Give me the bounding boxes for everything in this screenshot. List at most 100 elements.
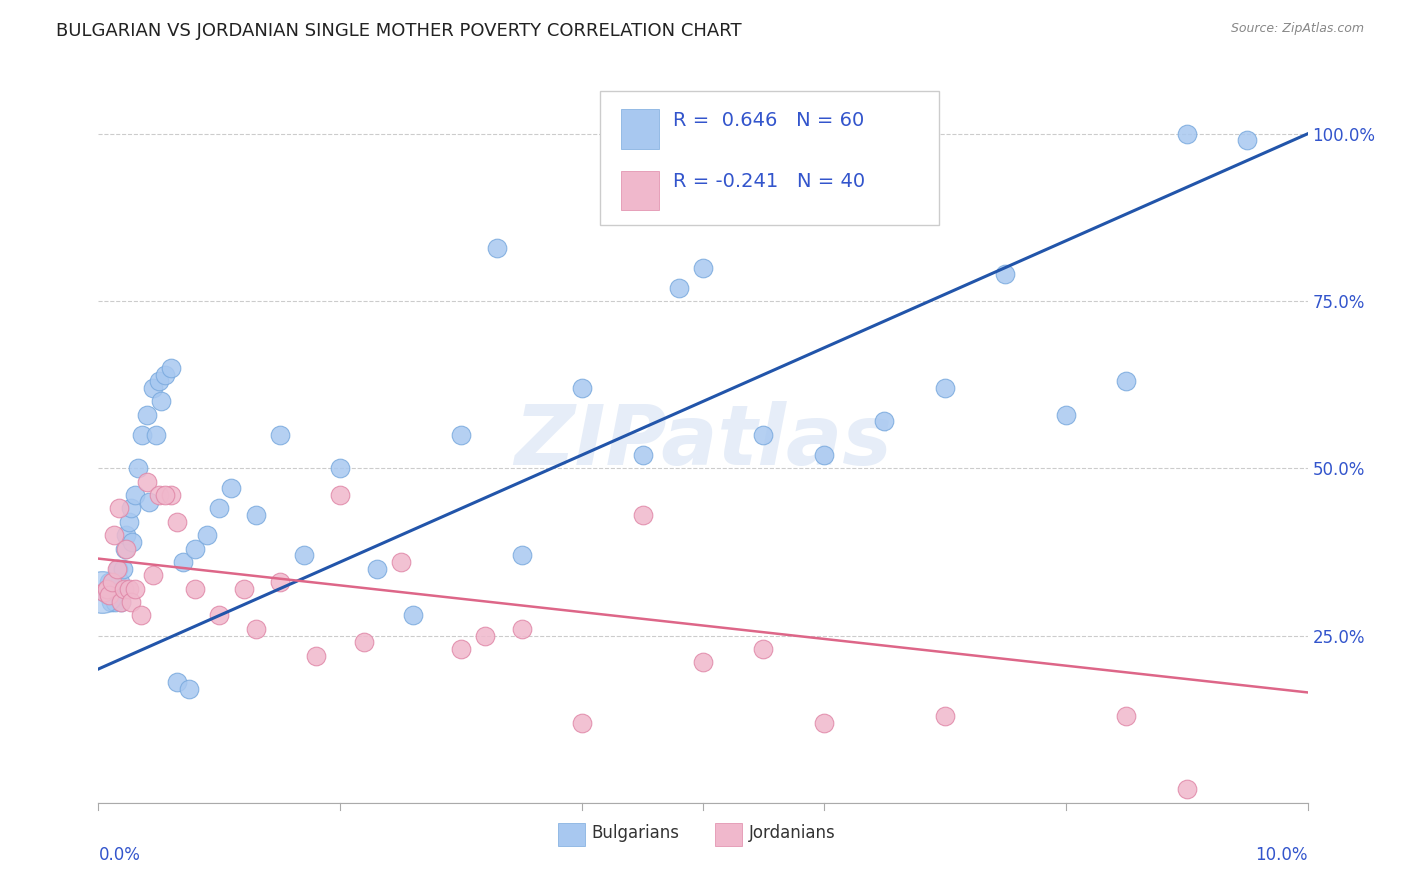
Point: [107, 562, 129, 576]
Point: [934, 381, 956, 395]
Point: [994, 268, 1017, 282]
Point: [93, 585, 115, 599]
Point: [474, 628, 496, 642]
Point: [208, 501, 231, 516]
Point: [631, 508, 654, 523]
Point: [752, 427, 775, 442]
Point: [172, 555, 194, 569]
Point: [142, 381, 165, 395]
FancyBboxPatch shape: [621, 109, 659, 149]
Point: [1236, 134, 1258, 148]
Point: [292, 548, 315, 563]
Point: [571, 381, 593, 395]
Point: [166, 675, 188, 690]
Text: R = -0.241   N = 40: R = -0.241 N = 40: [672, 172, 865, 191]
Point: [100, 585, 122, 599]
Point: [571, 715, 593, 730]
Point: [98, 589, 121, 603]
Point: [115, 528, 138, 542]
Point: [1115, 708, 1137, 723]
Point: [160, 488, 183, 502]
FancyBboxPatch shape: [600, 91, 939, 225]
Point: [121, 534, 143, 549]
Point: [179, 681, 201, 696]
Point: [1175, 127, 1198, 141]
Point: [813, 448, 835, 462]
Point: [98, 575, 121, 590]
Point: [813, 715, 835, 730]
Point: [101, 582, 124, 596]
Point: [93, 585, 115, 599]
Point: [115, 541, 138, 556]
Point: [184, 541, 207, 556]
Point: [668, 281, 690, 295]
Point: [305, 648, 328, 663]
Point: [510, 622, 533, 636]
Point: [245, 508, 267, 523]
Point: [135, 475, 157, 489]
Point: [103, 528, 125, 542]
Point: [131, 427, 153, 442]
Text: Jordanians: Jordanians: [749, 824, 835, 842]
Point: [1115, 375, 1137, 389]
Point: [104, 595, 127, 609]
Text: 10.0%: 10.0%: [1256, 847, 1308, 864]
FancyBboxPatch shape: [716, 823, 742, 847]
Point: [138, 494, 160, 508]
Point: [105, 562, 128, 576]
Text: Source: ZipAtlas.com: Source: ZipAtlas.com: [1230, 22, 1364, 36]
FancyBboxPatch shape: [621, 170, 659, 211]
Point: [145, 427, 167, 442]
Point: [245, 622, 267, 636]
Point: [153, 488, 176, 502]
Point: [108, 575, 131, 590]
Point: [150, 394, 173, 409]
Point: [934, 708, 956, 723]
Point: [103, 589, 125, 603]
FancyBboxPatch shape: [558, 823, 585, 847]
Point: [148, 375, 170, 389]
Point: [110, 595, 132, 609]
Point: [135, 408, 157, 422]
Point: [269, 427, 291, 442]
Point: [269, 575, 291, 590]
Point: [353, 635, 375, 649]
Point: [873, 414, 896, 429]
Point: [108, 501, 131, 516]
Point: [208, 608, 231, 623]
Point: [110, 595, 132, 609]
Point: [1175, 782, 1198, 797]
Point: [96, 582, 118, 596]
Point: [389, 555, 412, 569]
Point: [184, 582, 207, 596]
Point: [166, 515, 188, 529]
Point: [195, 528, 218, 542]
Point: [111, 562, 134, 576]
Point: [129, 608, 152, 623]
Text: 0.0%: 0.0%: [98, 847, 141, 864]
Point: [91, 585, 114, 599]
Point: [329, 488, 352, 502]
Text: BULGARIAN VS JORDANIAN SINGLE MOTHER POVERTY CORRELATION CHART: BULGARIAN VS JORDANIAN SINGLE MOTHER POV…: [56, 22, 742, 40]
Point: [105, 585, 128, 599]
Point: [450, 427, 472, 442]
Point: [752, 642, 775, 657]
Point: [97, 589, 120, 603]
Point: [366, 562, 388, 576]
Point: [486, 241, 509, 255]
Point: [112, 582, 135, 596]
Point: [118, 582, 141, 596]
Point: [124, 488, 146, 502]
Point: [232, 582, 254, 596]
Point: [120, 501, 142, 516]
Point: [108, 582, 131, 596]
Point: [160, 361, 183, 376]
Point: [120, 595, 142, 609]
Text: Bulgarians: Bulgarians: [592, 824, 679, 842]
Point: [96, 582, 118, 596]
Point: [402, 608, 425, 623]
Point: [114, 541, 136, 556]
Text: ZIPatlas: ZIPatlas: [515, 401, 891, 482]
Point: [510, 548, 533, 563]
Point: [100, 575, 122, 590]
